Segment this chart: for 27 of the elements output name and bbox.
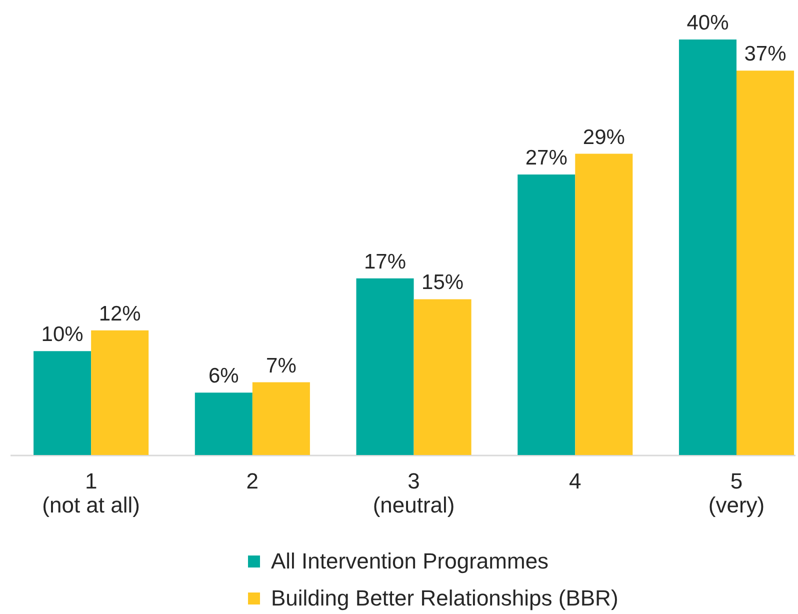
data-label: 40% <box>686 12 729 34</box>
bar <box>518 174 576 455</box>
bar <box>678 40 736 455</box>
data-label: 12% <box>98 302 141 326</box>
x-tick-label: 5 (very) <box>708 468 765 518</box>
bar <box>91 330 149 455</box>
bar <box>252 382 310 455</box>
x-tick-label: 1 (not at all) <box>42 468 140 518</box>
data-label: 6% <box>208 364 239 388</box>
bar <box>414 299 472 455</box>
data-label: 15% <box>422 271 464 294</box>
legend-label: Building Better Relationships (BBR) <box>271 586 618 610</box>
legend-label: All Intervention Programmes <box>271 548 549 574</box>
bar <box>736 70 794 455</box>
data-label: 37% <box>744 42 786 66</box>
x-tick-label: 2 <box>246 468 259 494</box>
bar <box>34 351 92 455</box>
data-label: 17% <box>364 250 406 274</box>
data-label: 10% <box>41 323 84 346</box>
bar <box>575 154 633 455</box>
bar <box>356 278 414 455</box>
x-tick-label: 3 (neutral) <box>372 468 455 518</box>
x-tick-label: 4 <box>569 468 582 494</box>
data-label: 29% <box>582 126 625 149</box>
data-label: 27% <box>525 146 568 170</box>
bar <box>194 392 252 455</box>
data-label: 7% <box>266 354 296 378</box>
